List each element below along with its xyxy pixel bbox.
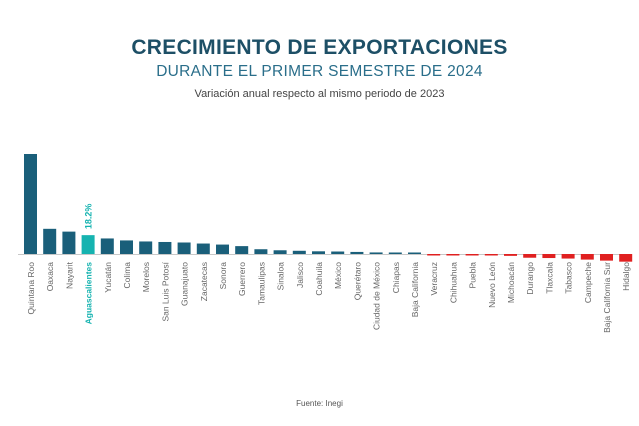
- bar: [388, 252, 402, 254]
- bar: [446, 254, 460, 256]
- bar: [504, 254, 517, 256]
- x-tick-label: Puebla: [468, 262, 478, 289]
- bar: [216, 244, 229, 254]
- bar: [484, 254, 498, 256]
- bar: [177, 242, 191, 254]
- x-tick-label: Querétaro: [352, 262, 362, 301]
- x-tick-label: Sonora: [218, 262, 228, 290]
- x-tick-label: Coahuila: [314, 262, 324, 296]
- x-tick-label: Campeche: [583, 262, 593, 303]
- source-note: Fuente: Inegi: [296, 399, 343, 408]
- x-tick-label: Hidalgo: [621, 262, 631, 291]
- bar: [81, 235, 95, 254]
- x-tick-label: Tlaxcala: [544, 262, 554, 294]
- bar: [139, 241, 153, 254]
- bar: [100, 238, 114, 254]
- bar: [62, 231, 76, 254]
- x-tick-label: Colima: [122, 262, 132, 289]
- bar: [408, 252, 421, 254]
- bar: [619, 254, 633, 262]
- x-tick-label: San Luis Potosí: [160, 261, 170, 321]
- x-tick-label: Nuevo León: [487, 262, 497, 308]
- x-tick-label: Yucatán: [103, 262, 113, 293]
- bar: [523, 254, 537, 258]
- bar: [120, 240, 133, 254]
- x-tick-label: Zacatecas: [199, 262, 209, 301]
- x-tick-label: Baja California: [410, 262, 420, 318]
- bar: [43, 228, 57, 254]
- bar: [561, 254, 575, 259]
- bar: [542, 254, 556, 259]
- x-tick-label: Morelos: [141, 262, 151, 292]
- x-tick-label: Guerrero: [237, 262, 247, 296]
- x-tick-label: Tabasco: [564, 262, 574, 294]
- bar: [158, 241, 172, 254]
- bar: [273, 250, 287, 254]
- x-tick-label: México: [333, 262, 343, 289]
- bar: [331, 251, 345, 254]
- bar: [465, 254, 479, 256]
- x-tick-label: Oaxaca: [45, 262, 55, 292]
- x-tick-label: Veracruz: [429, 262, 439, 296]
- x-tick-label: Tamaulipas: [256, 262, 266, 305]
- bar: [350, 251, 364, 254]
- x-tick-label: Sinaloa: [276, 262, 286, 291]
- x-tick-label: Aguascalientes: [84, 262, 94, 325]
- bar: [312, 251, 325, 254]
- bar: [254, 249, 268, 254]
- x-tick-label: Michoacán: [506, 262, 516, 303]
- chart-subtitle: DURANTE EL PRIMER SEMESTRE DE 2024: [156, 63, 483, 80]
- bar: [580, 254, 594, 260]
- x-tick-label: Durango: [525, 262, 535, 295]
- bar: [292, 250, 306, 254]
- chart-caption: Variación anual respecto al mismo period…: [194, 88, 445, 100]
- bar: [196, 243, 210, 254]
- bar: [235, 246, 249, 254]
- x-tick-label: Quintana Roo: [26, 262, 36, 315]
- x-tick-label: Nayarit: [64, 261, 74, 289]
- x-tick-label: Baja California Sur: [602, 262, 612, 333]
- x-tick-label: Ciudad de México: [372, 262, 382, 330]
- bar: [369, 252, 383, 254]
- bar: [24, 154, 37, 254]
- x-tick-label: Chihuahua: [448, 262, 458, 303]
- data-label: 18.2%: [84, 204, 94, 230]
- chart-title: CRECIMIENTO DE EXPORTACIONES: [131, 36, 508, 59]
- x-tick-label: Jalisco: [295, 262, 305, 288]
- x-tick-label: Chiapas: [391, 262, 401, 293]
- bar: [600, 254, 613, 261]
- bar: [427, 254, 441, 256]
- x-tick-label: Guanajuato: [180, 262, 190, 306]
